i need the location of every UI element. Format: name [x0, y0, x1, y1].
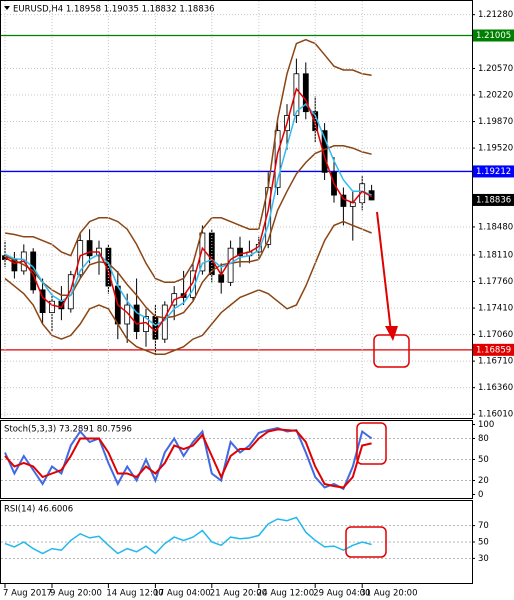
y-tick-label: 1.21280 [478, 10, 513, 20]
rsi-box [345, 526, 387, 558]
y-tick-label: 1.16710 [478, 357, 513, 367]
level-label: 1.16859 [476, 345, 511, 355]
arrow-shaft [376, 211, 392, 333]
level-label: 1.19212 [476, 167, 511, 177]
candle-body [39, 289, 46, 314]
x-tick-label: 21 Aug 20:00 [210, 589, 267, 599]
y-tick-label: 1.19520 [478, 144, 513, 154]
level-label-bg [473, 29, 514, 42]
candle-body [340, 194, 347, 207]
y-tick-label: 50 [478, 538, 489, 548]
candle-body [237, 247, 243, 257]
last-price-label: 1.18836 [476, 195, 511, 205]
x-tick-label: 7 Aug 2017 [3, 589, 52, 599]
level-label: 1.21005 [476, 31, 511, 41]
indicator-line [4, 516, 372, 555]
candle-body [86, 240, 93, 257]
candle-body [161, 304, 168, 340]
y-tick-label: 1.17060 [478, 330, 513, 340]
x-tick-label: 17 Aug 04:00 [153, 589, 210, 599]
target-box [373, 334, 410, 368]
candle-body [274, 130, 281, 188]
y-tick-label: 1.18110 [478, 250, 513, 260]
panel-title: RSI(14) 46.6006 [4, 505, 73, 515]
y-tick-label: 80 [478, 434, 489, 444]
y-tick-label: 50 [478, 455, 489, 465]
x-tick-label: 9 Aug 20:00 [50, 589, 102, 599]
panel-title: Stoch(5,3,3) 73.2891 80.7596 [4, 425, 132, 435]
y-tick-label: 1.17760 [478, 277, 513, 287]
candle-body [133, 304, 140, 332]
y-tick-label: 30 [478, 554, 489, 564]
price-panel [0, 0, 473, 419]
panel-title: EURUSD,H4 1.18958 1.19035 1.18832 1.1883… [13, 5, 215, 15]
y-tick-label: 1.19870 [478, 117, 513, 127]
y-tick-label: 1.16010 [478, 410, 513, 420]
candle-body [302, 73, 309, 113]
y-tick-label: 1.16360 [478, 383, 513, 393]
stoch-box [356, 422, 387, 465]
indicator-line [4, 428, 372, 489]
y-tick-label: 100 [478, 420, 494, 430]
x-tick-label: 14 Aug 12:00 [106, 589, 163, 599]
y-tick-label: 1.20220 [478, 91, 513, 101]
y-tick-label: 1.18480 [478, 222, 513, 232]
x-tick-label: 24 Aug 12:00 [257, 589, 314, 599]
candle-body [293, 73, 300, 116]
candle-body [321, 130, 328, 173]
indicator-line [4, 87, 372, 333]
y-tick-label: 20 [478, 476, 489, 486]
level-label-bg [473, 165, 514, 178]
indicator-line [4, 426, 373, 491]
arrow-head [385, 326, 398, 341]
level-label-bg [473, 343, 514, 356]
last-price-bg [473, 193, 514, 206]
x-tick-label: 29 Aug 04:00 [313, 589, 370, 599]
x-tick-label: 31 Aug 20:00 [360, 589, 417, 599]
candle-body [227, 247, 234, 283]
menu-icon [4, 6, 10, 10]
indicator-line [4, 145, 372, 319]
y-tick-label: 0 [478, 490, 483, 500]
annotations [345, 211, 410, 558]
indicator-line [4, 38, 372, 284]
y-tick-label: 1.20570 [478, 64, 513, 74]
y-tick-label: 70 [478, 521, 489, 531]
indicator-line [4, 220, 372, 356]
y-tick-label: 1.17410 [478, 304, 513, 314]
